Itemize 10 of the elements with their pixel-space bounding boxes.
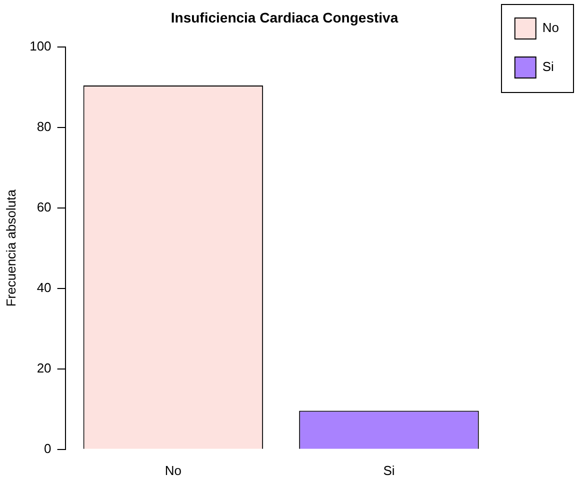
y-tick-label: 20 bbox=[36, 360, 52, 376]
legend-label: Si bbox=[542, 59, 554, 74]
y-tick-label: 60 bbox=[36, 199, 52, 214]
y-tick-label: 0 bbox=[44, 440, 52, 456]
y-axis-title: Frecuencia absoluta bbox=[3, 188, 18, 307]
legend-label: No bbox=[542, 20, 560, 36]
y-tick-label: 100 bbox=[30, 38, 52, 54]
y-tick-label: 40 bbox=[36, 280, 52, 295]
chart-title: Insuficiencia Cardiaca Congestiva bbox=[170, 9, 398, 26]
y-tick-label: 80 bbox=[36, 118, 52, 134]
